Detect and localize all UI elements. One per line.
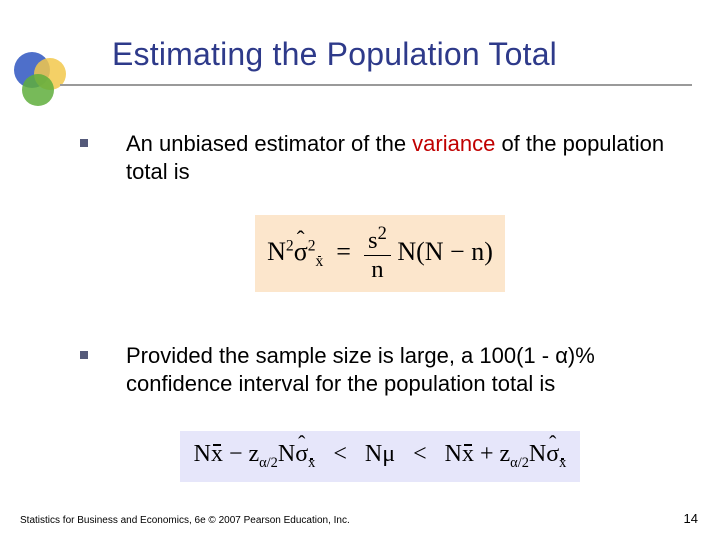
confidence-interval-formula: Nx − zα/2Nσx < Nμ < Nx + zα/2Nσx (180, 431, 581, 482)
footer-text: Statistics for Business and Economics, 6… (20, 515, 350, 526)
bullet-item: Provided the sample size is large, a 100… (80, 342, 680, 397)
bullet-text-pre: An unbiased estimator of the (126, 131, 412, 156)
bullet-item: An unbiased estimator of the variance of… (80, 130, 680, 185)
content-area: An unbiased estimator of the variance of… (80, 130, 680, 482)
bullet-icon (80, 351, 88, 359)
page-title: Estimating the Population Total (112, 36, 690, 73)
logo-graphic (10, 48, 70, 108)
formula-wrap: N2σ2x = s2n N(N − n) (80, 201, 680, 316)
bullet-icon (80, 139, 88, 147)
bullet-highlight: variance (412, 131, 495, 156)
variance-formula: N2σ2x = s2n N(N − n) (255, 215, 505, 292)
formula-wrap: Nx − zα/2Nσx < Nμ < Nx + zα/2Nσx (80, 413, 680, 482)
page-number: 14 (684, 511, 698, 526)
bullet-text: An unbiased estimator of the variance of… (126, 130, 680, 185)
title-underline (60, 84, 692, 86)
bullet-text: Provided the sample size is large, a 100… (126, 342, 680, 397)
